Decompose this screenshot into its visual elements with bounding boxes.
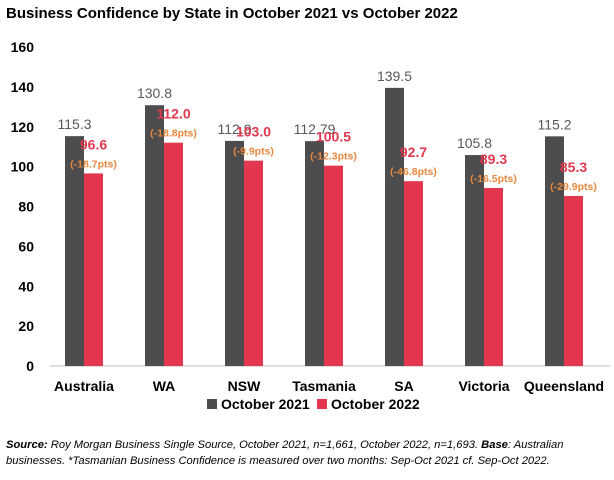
data-label-october-2022: 100.5	[316, 129, 351, 145]
change-annotation: (-12.3pts)	[310, 151, 357, 163]
bar-october-2022	[164, 142, 183, 366]
change-annotation: (-46.8pts)	[390, 166, 437, 178]
change-annotation: (-18.8pts)	[150, 128, 197, 140]
footnote-source-label: Source:	[6, 439, 48, 451]
category-label: WA	[153, 378, 176, 394]
y-tick-label: 140	[11, 79, 35, 95]
y-tick-label: 40	[18, 278, 34, 294]
category-label: Victoria	[458, 378, 509, 394]
y-tick-label: 160	[11, 39, 35, 55]
data-label-october-2021: 112.9	[218, 121, 252, 137]
data-label-october-2022: 112.0	[156, 106, 190, 122]
y-tick-label: 20	[18, 318, 34, 334]
change-annotation: (-9.9pts)	[233, 146, 274, 158]
legend-label-october-2022: October 2022	[331, 396, 420, 412]
y-tick-label: 80	[18, 199, 34, 215]
y-tick-label: 0	[26, 358, 34, 374]
data-label-october-2022: 85.3	[560, 159, 587, 175]
legend-swatch-october-2022	[317, 399, 327, 409]
category-label: SA	[394, 378, 413, 394]
chart-title: Business Confidence by State in October …	[6, 5, 458, 22]
data-label-october-2022: 92.7	[400, 144, 427, 160]
category-label: Tasmania	[292, 378, 356, 394]
change-annotation: (-18.7pts)	[70, 158, 117, 170]
bar-october-2022	[244, 160, 263, 366]
bar-october-2022	[324, 165, 343, 366]
data-label-october-2021: 130.8	[137, 85, 172, 101]
data-label-october-2021: 112.79	[294, 121, 336, 137]
data-label-october-2022: 96.6	[80, 136, 107, 152]
bar-october-2021	[225, 140, 244, 366]
data-label-october-2021: 105.8	[457, 135, 492, 151]
bar-october-2021	[145, 105, 164, 366]
change-annotation: (-16.5pts)	[470, 173, 517, 185]
legend-label-october-2021: October 2021	[221, 396, 310, 412]
footnote-base-text: : Australian businesses. *Tasmanian Busi…	[6, 439, 564, 467]
bar-october-2022	[84, 173, 103, 366]
category-label: Australia	[54, 378, 114, 394]
y-tick-label: 60	[18, 238, 34, 254]
bar-october-2021	[305, 141, 324, 366]
footnote: Source: Roy Morgan Business Single Sourc…	[6, 437, 606, 469]
bar-october-2021	[545, 136, 564, 366]
bar-october-2021	[385, 87, 404, 366]
category-label: NSW	[228, 378, 261, 394]
legend-swatch-october-2021	[207, 399, 217, 409]
data-label-october-2022: 103.0	[236, 124, 271, 140]
y-tick-label: 120	[11, 119, 35, 135]
data-label-october-2022: 89.3	[480, 151, 507, 167]
bar-october-2022	[404, 181, 423, 366]
y-tick-label: 100	[11, 159, 35, 175]
footnote-base-label: Base	[481, 439, 508, 451]
data-label-october-2021: 139.5	[377, 68, 412, 84]
data-label-october-2021: 115.2	[538, 116, 572, 132]
bar-chart: 0 20 40 60 80 100 120 140 160 115.3 96.6 (-18.7pts)…	[11, 39, 610, 412]
change-annotation: (-29.9pts)	[550, 181, 597, 193]
bar-october-2021	[465, 155, 484, 366]
bar-october-2022	[484, 187, 503, 366]
footnote-source-text: Roy Morgan Business Single Source, Octob…	[47, 439, 482, 451]
bar-october-2021	[65, 136, 84, 366]
bar-october-2022	[564, 195, 583, 366]
category-label: Queensland	[524, 378, 604, 394]
data-label-october-2021: 115.3	[58, 116, 92, 132]
